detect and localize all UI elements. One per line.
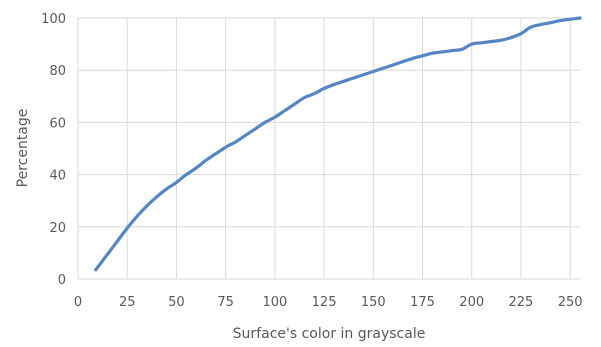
- x-tick-label: 175: [410, 295, 435, 310]
- x-tick-label: 225: [509, 295, 534, 310]
- x-tick-label: 125: [312, 295, 337, 310]
- x-axis-title: Surface's color in grayscale: [233, 326, 426, 342]
- series-line: [94, 16, 582, 272]
- y-tick-label: 0: [58, 273, 66, 288]
- series-layer: [94, 16, 582, 272]
- x-tick-label: 50: [168, 295, 185, 310]
- x-tick-label: 25: [119, 295, 136, 310]
- x-tick-label: 200: [459, 295, 484, 310]
- y-tick-labels: 0 20 40 60 80 100: [41, 12, 66, 288]
- x-tick-label: 100: [262, 295, 287, 310]
- y-axis-title: Percentage: [15, 109, 31, 188]
- y-tick-label: 100: [41, 12, 66, 27]
- x-tick-label: 150: [361, 295, 386, 310]
- y-tick-label: 20: [49, 221, 66, 236]
- x-tick-label: 0: [74, 295, 82, 310]
- gridlines: [77, 17, 580, 280]
- y-tick-label: 60: [49, 116, 66, 131]
- y-tick-label: 40: [49, 169, 66, 184]
- x-tick-labels: 0 25 50 75 100 125 150 175 200 225 250: [74, 295, 583, 310]
- x-tick-label: 75: [217, 295, 234, 310]
- x-tick-label: 250: [558, 295, 583, 310]
- y-tick-label: 80: [49, 64, 66, 79]
